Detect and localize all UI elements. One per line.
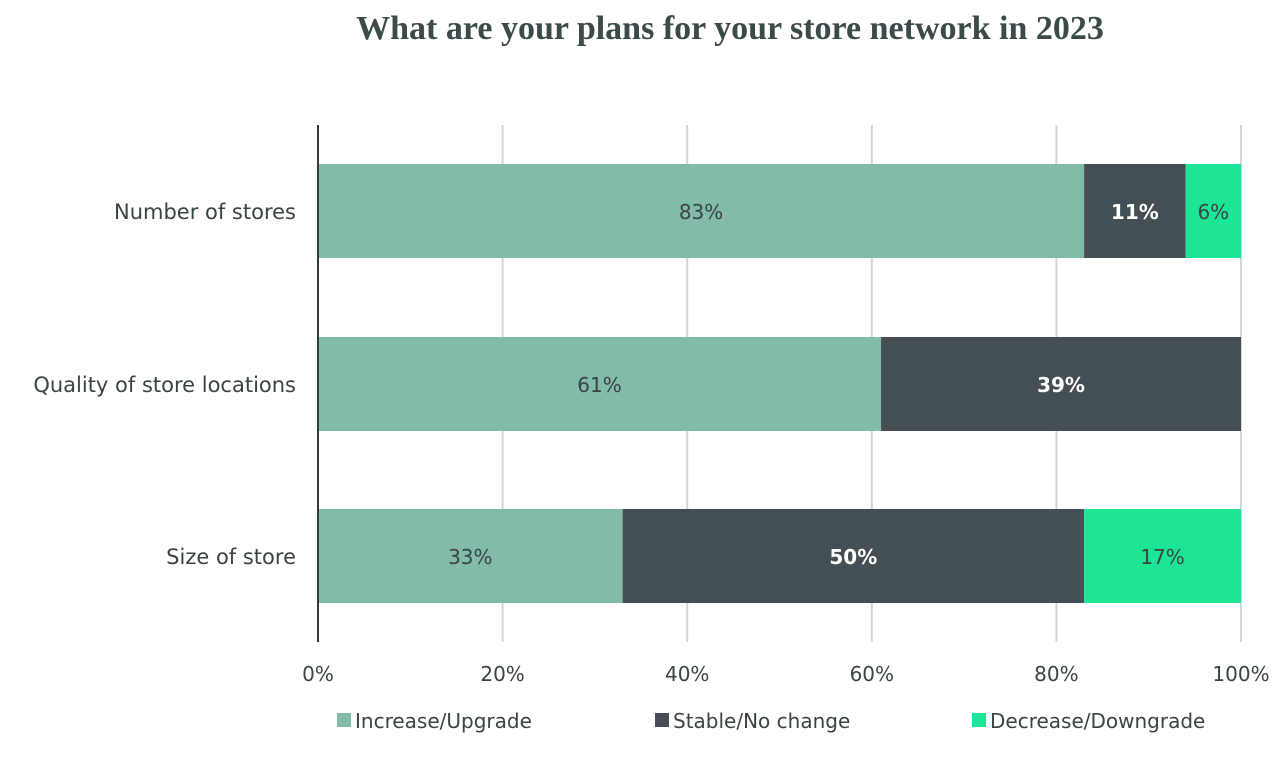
- data-label: 50%: [829, 545, 877, 569]
- legend-swatch: [655, 713, 669, 727]
- bar-segment: [318, 164, 1085, 258]
- data-label: 11%: [1111, 200, 1159, 224]
- bar-segment: [622, 509, 1085, 603]
- x-tick-label: 80%: [1034, 662, 1078, 686]
- legend-label: Stable/No change: [673, 709, 850, 733]
- data-label: 83%: [679, 200, 723, 224]
- category-labels: Number of stores Quality of store locatio…: [33, 200, 296, 569]
- category-label: Size of store: [166, 545, 296, 569]
- x-tick-label: 20%: [480, 662, 524, 686]
- legend-swatch: [337, 713, 351, 727]
- bar-segment: [881, 337, 1241, 431]
- x-tick-label: 0%: [302, 662, 334, 686]
- x-tick-label: 40%: [665, 662, 709, 686]
- category-label: Quality of store locations: [33, 373, 296, 397]
- bar-segment: [318, 337, 882, 431]
- bars: 83% 11% 6% 61% 39% 33% 50% 17%: [318, 164, 1241, 603]
- category-label: Number of stores: [114, 200, 296, 224]
- data-label: 17%: [1140, 545, 1184, 569]
- data-label: 61%: [577, 373, 621, 397]
- x-tick-label: 60%: [850, 662, 894, 686]
- data-label: 33%: [448, 545, 492, 569]
- legend: Increase/Upgrade Stable/No change Decrease…: [337, 709, 1205, 733]
- bar-segment: [1084, 509, 1241, 603]
- chart-title: What are your plans for your store netwo…: [356, 10, 1104, 47]
- legend-label: Decrease/Downgrade: [990, 709, 1205, 733]
- x-tick-label: 100%: [1212, 662, 1269, 686]
- legend-swatch: [972, 713, 986, 727]
- bar-segment: [1084, 164, 1186, 258]
- legend-label: Increase/Upgrade: [355, 709, 532, 733]
- bar-segment: [318, 509, 623, 603]
- data-label: 6%: [1197, 200, 1229, 224]
- data-label: 39%: [1037, 373, 1085, 397]
- x-tick-labels: 0% 20% 40% 60% 80% 100%: [302, 662, 1269, 686]
- bar-segment: [1185, 164, 1241, 258]
